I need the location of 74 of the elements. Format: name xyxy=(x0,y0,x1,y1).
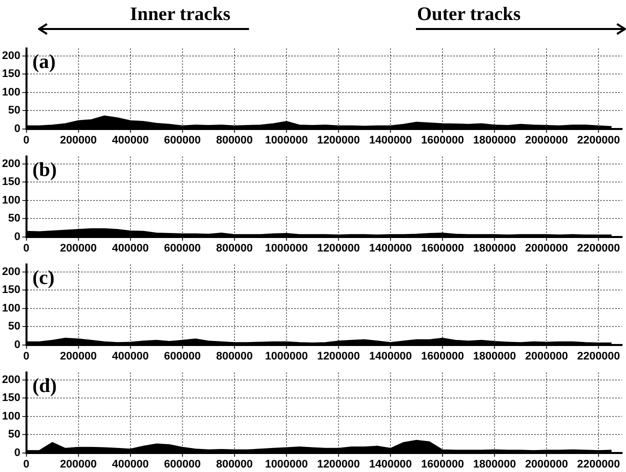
x-tick-label: 0 xyxy=(23,458,30,470)
y-tick-label: 100 xyxy=(2,86,20,98)
x-tick-label: 0 xyxy=(23,350,30,362)
x-tick-label: 200000 xyxy=(60,458,97,470)
x-tick-label: 200000 xyxy=(60,350,97,362)
x-tick-label: 600000 xyxy=(164,134,201,146)
y-tick-label: 200 xyxy=(2,158,20,170)
x-tick-label: 1800000 xyxy=(473,350,516,362)
x-tick-label: 1600000 xyxy=(421,242,464,254)
y-tick-label: 200 xyxy=(2,50,20,62)
x-tick-label: 1600000 xyxy=(421,458,464,470)
x-tick-label: 1800000 xyxy=(473,134,516,146)
x-tick-label: 200000 xyxy=(60,134,97,146)
y-tick-label: 100 xyxy=(2,194,20,206)
x-tick-label: 2000000 xyxy=(525,134,568,146)
x-tick-label: 600000 xyxy=(164,458,201,470)
x-tick-label: 1000000 xyxy=(265,134,308,146)
y-tick-label: 200 xyxy=(2,374,20,386)
x-tick-label: 400000 xyxy=(112,134,149,146)
x-tick-label: 800000 xyxy=(216,350,253,362)
x-tick-label: 2000000 xyxy=(525,242,568,254)
y-tick-label: 50 xyxy=(8,104,20,117)
x-tick-label: 400000 xyxy=(112,242,149,254)
y-tick-label: 0 xyxy=(14,338,20,351)
x-tick-label: 1800000 xyxy=(473,242,516,254)
x-tick-label: 1200000 xyxy=(317,350,360,362)
x-tick-label: 1400000 xyxy=(369,458,412,470)
x-tick-label: 2200000 xyxy=(577,350,620,362)
x-tick-label: 600000 xyxy=(164,242,201,254)
chart-title: (c) xyxy=(32,266,55,289)
x-tick-label: 1000000 xyxy=(265,242,308,254)
chart-title: (a) xyxy=(32,50,56,73)
y-tick-label: 50 xyxy=(8,212,20,225)
x-tick-label: 2000000 xyxy=(525,350,568,362)
text: Outer tracks xyxy=(417,4,521,26)
x-tick-label: 1400000 xyxy=(369,134,412,146)
y-tick-label: 150 xyxy=(2,176,20,188)
x-tick-label: 1400000 xyxy=(369,350,412,362)
x-tick-label: 1200000 xyxy=(317,134,360,146)
y-tick-label: 0 xyxy=(14,122,20,135)
x-tick-label: 1600000 xyxy=(421,350,464,362)
x-tick-label: 800000 xyxy=(216,242,253,254)
x-tick-label: 2200000 xyxy=(577,458,620,470)
x-tick-label: 1600000 xyxy=(421,134,464,146)
x-tick-label: 400000 xyxy=(112,350,149,362)
x-tick-label: 1400000 xyxy=(369,242,412,254)
x-tick-label: 400000 xyxy=(112,458,149,470)
y-tick-label: 150 xyxy=(2,392,20,404)
x-tick-label: 800000 xyxy=(216,458,253,470)
y-tick-label: 0 xyxy=(14,230,20,243)
x-tick-label: 1200000 xyxy=(317,458,360,470)
x-tick-label: 2200000 xyxy=(577,134,620,146)
x-tick-label: 2000000 xyxy=(525,458,568,470)
y-tick-label: 0 xyxy=(14,446,20,459)
x-tick-label: 200000 xyxy=(60,242,97,254)
x-tick-label: 1000000 xyxy=(265,458,308,470)
x-tick-label: 2200000 xyxy=(577,242,620,254)
y-tick-label: 100 xyxy=(2,302,20,314)
x-tick-label: 1000000 xyxy=(265,350,308,362)
y-tick-label: 50 xyxy=(8,428,20,441)
y-tick-label: 150 xyxy=(2,68,20,80)
y-tick-label: 200 xyxy=(2,266,20,278)
text: Inner tracks xyxy=(130,4,230,26)
y-tick-label: 50 xyxy=(8,320,20,333)
x-tick-label: 1200000 xyxy=(317,242,360,254)
chart-title: (b) xyxy=(32,158,57,181)
y-tick-label: 150 xyxy=(2,284,20,296)
x-tick-label: 0 xyxy=(23,134,30,146)
x-tick-label: 1800000 xyxy=(473,458,516,470)
chart-title: (d) xyxy=(32,374,57,397)
x-tick-label: 600000 xyxy=(164,350,201,362)
y-tick-label: 100 xyxy=(2,410,20,422)
x-tick-label: 800000 xyxy=(216,134,253,146)
x-tick-label: 0 xyxy=(23,242,30,254)
